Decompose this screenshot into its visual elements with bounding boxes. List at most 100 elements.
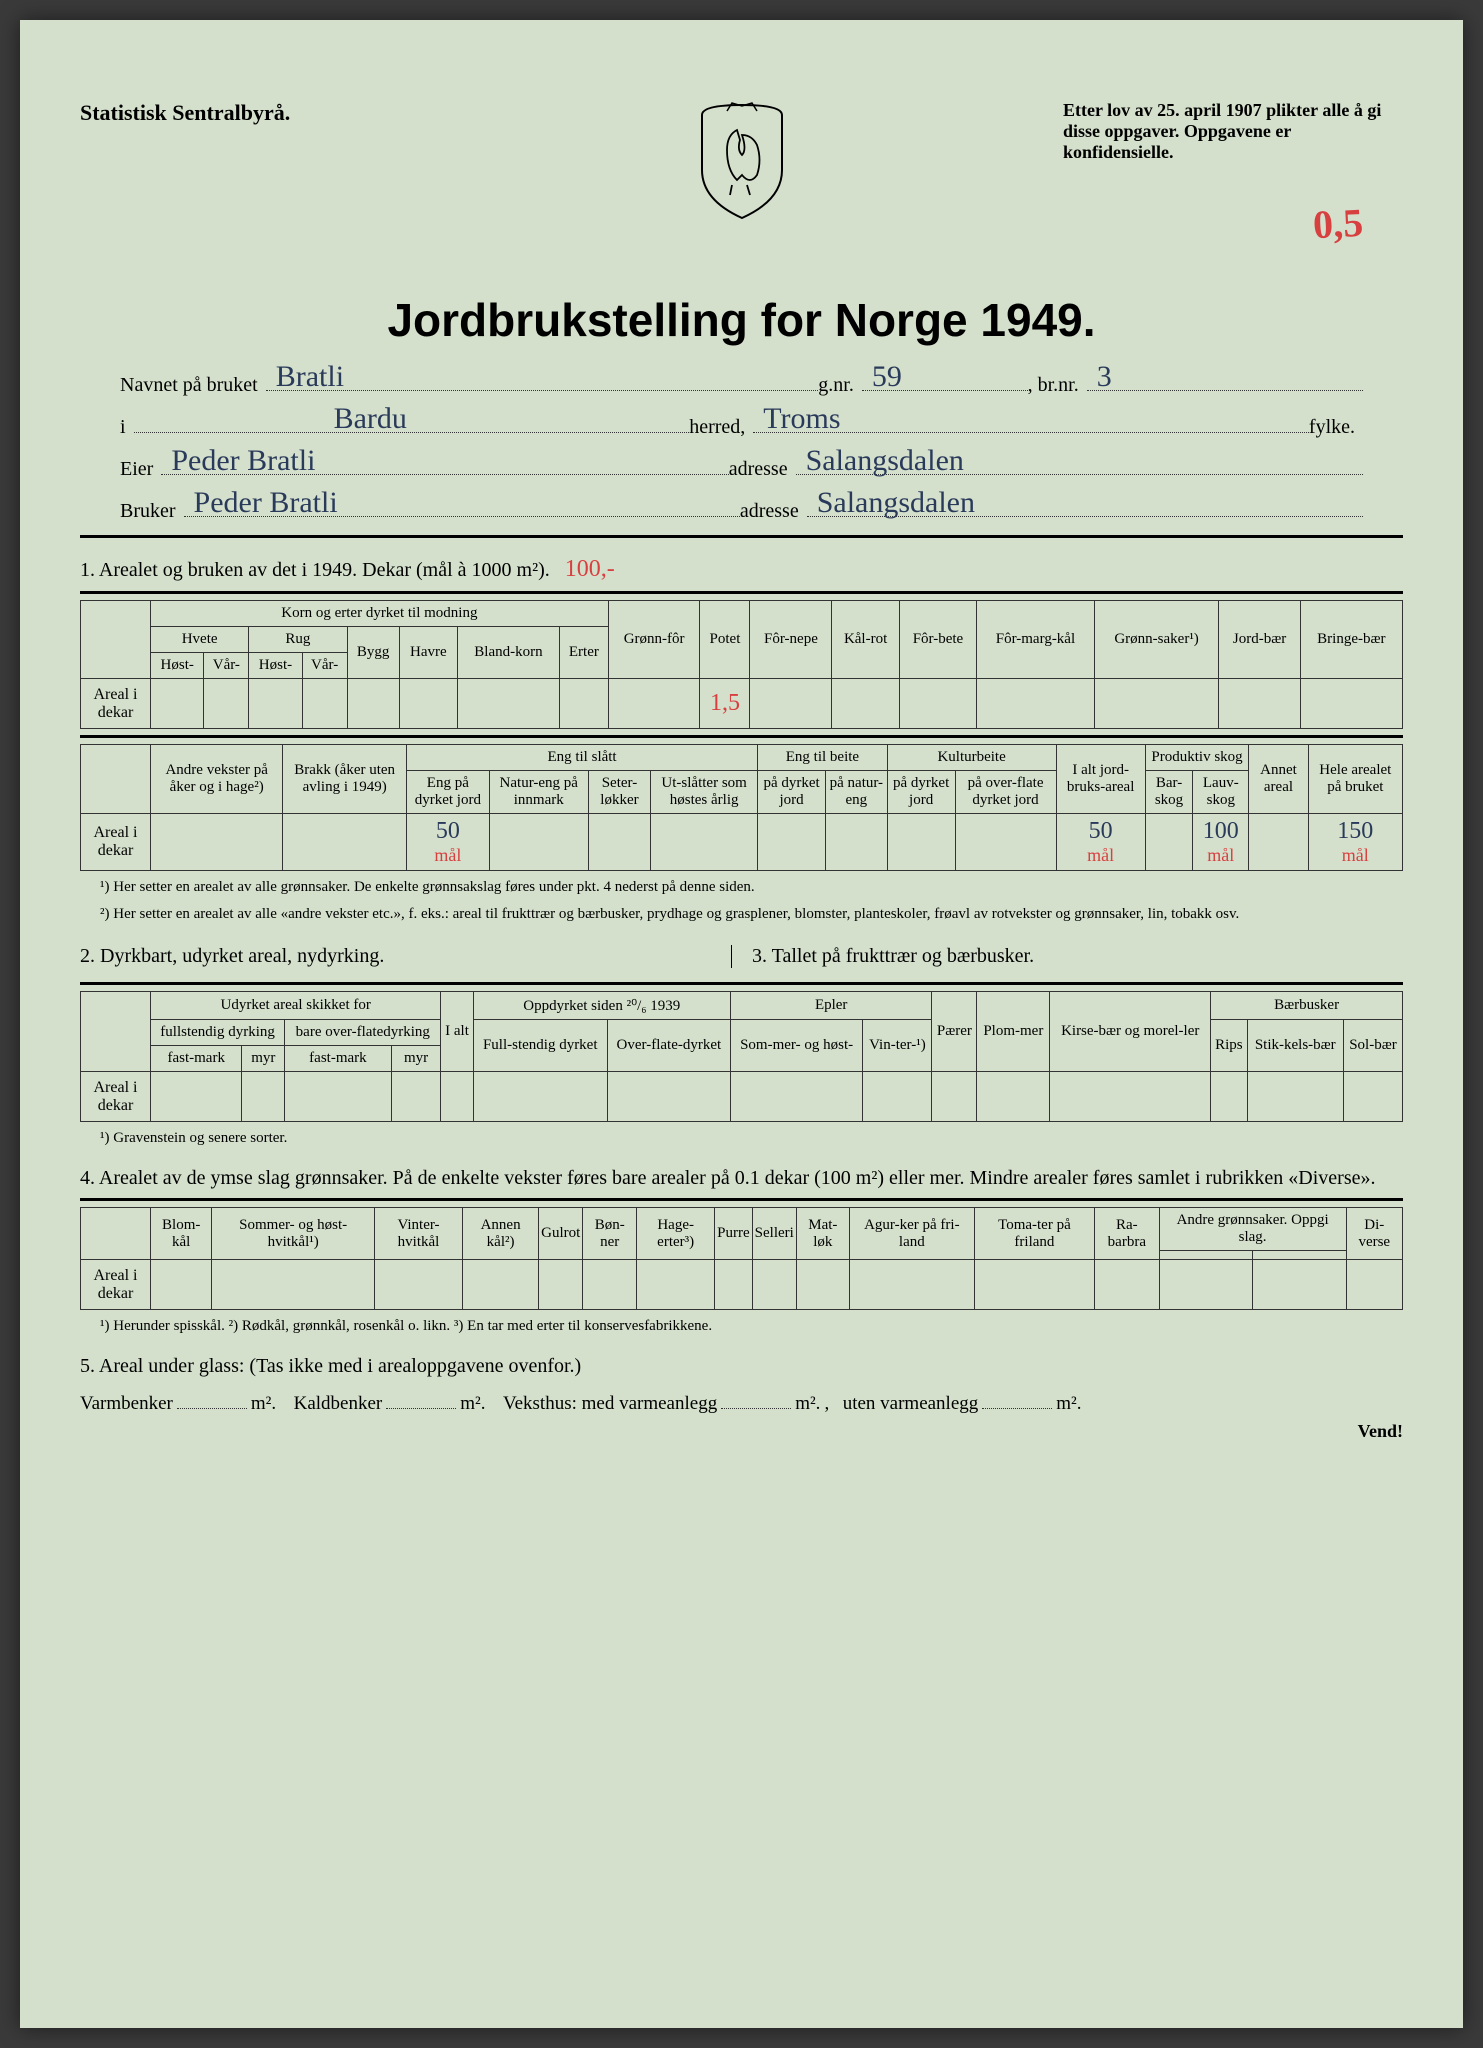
th-erter: Erter [560, 627, 609, 679]
th-seter: Seter-løkker [588, 771, 650, 814]
th-full: Full-stendig dyrket [473, 1020, 607, 1072]
sec4-fn: ¹) Herunder spisskål. ²) Rødkål, grønnkå… [100, 1316, 1403, 1337]
sec1-table1: Korn og erter dyrket til modning Grønn-f… [80, 600, 1403, 729]
row-areal1: Areal i dekar [81, 679, 151, 729]
th-selleri: Selleri [752, 1208, 796, 1260]
label-adresse1: adresse [729, 458, 788, 481]
sec4-table: Blom-kål Sommer- og høst-hvitkål¹) Vinte… [80, 1207, 1403, 1310]
sec1-fn2: ²) Her setter en arealet av alle «andre … [100, 904, 1403, 925]
th-over: Over-flate-dyrket [607, 1020, 730, 1072]
th-annet: Annet areal [1249, 745, 1308, 814]
th-bare: bare over-flatedyrking [285, 1020, 441, 1046]
eng-mal: mål [434, 845, 461, 865]
sec2-sec3-row: 2. Dyrkbart, udyrket areal, nydyrking. 3… [80, 927, 1403, 976]
th-epler: Epler [730, 992, 932, 1020]
th-hageerter: Hage-erter³) [637, 1208, 715, 1260]
th-lauvskog: Lauv-skog [1193, 771, 1249, 814]
potet-value: 1,5 [710, 690, 740, 716]
sec5-kald: Kaldbenker [294, 1393, 383, 1415]
sec1-fn1: ¹) Her setter en arealet av alle grønnsa… [100, 877, 1403, 898]
th-hvete: Hvete [151, 627, 249, 653]
th-stikk: Stik-kels-bær [1247, 1020, 1343, 1072]
sec5-title: 5. Areal under glass: (Tas ikke med i ar… [80, 1355, 1403, 1378]
ialt-mal: mål [1087, 845, 1114, 865]
m2-4: m². [1056, 1393, 1081, 1415]
main-title: Jordbrukstelling for Norge 1949. [80, 293, 1403, 347]
th-formarg: Fôr-marg-kål [977, 601, 1095, 679]
cell-potet: 1,5 [700, 679, 750, 729]
th-natureng: Natur-eng på innmark [489, 771, 588, 814]
th-solbar: Sol-bær [1343, 1020, 1402, 1072]
field-eier: Eier Peder Bratli adresse Salangsdalen [120, 451, 1363, 481]
th-engdyrket: Eng på dyrket jord [406, 771, 489, 814]
th-andre-gronn: Andre grønnsaker. Oppgi slag. [1159, 1208, 1346, 1251]
th-udyrket: Udyrket areal skikket for [151, 992, 441, 1020]
th-myr2: myr [391, 1046, 441, 1072]
th-prodskog: Produktiv skog [1145, 745, 1249, 771]
sec5-varm: Varmbenker [80, 1393, 173, 1415]
field-bruker: Bruker Peder Bratli adresse Salangsdalen [120, 493, 1363, 523]
sec1-title-text: 1. Arealet og bruken av det i 1949. Deka… [80, 559, 550, 581]
label-fylke: fylke. [1309, 416, 1355, 439]
coat-of-arms-icon [692, 100, 792, 220]
th-hvitkal: Sommer- og høst-hvitkål¹) [212, 1208, 375, 1260]
sec5-vekst: Veksthus: med varmeanlegg [503, 1393, 717, 1415]
value-fylke: Troms [763, 402, 840, 436]
label-i: i [120, 416, 126, 439]
sec2-sec3-table: Udyrket areal skikket for I alt Oppdyrke… [80, 991, 1403, 1122]
sec1-table2: Andre vekster på åker og i hage²) Brakk … [80, 744, 1403, 871]
lauv-mal: mål [1207, 845, 1234, 865]
th-fast1: fast-mark [151, 1046, 242, 1072]
th-gulrot: Gulrot [539, 1208, 583, 1260]
sec4-title: 4. Arealet av de ymse slag grønnsaker. P… [80, 1167, 1403, 1190]
value-brnr: 3 [1097, 360, 1112, 394]
th-blomkal: Blom-kål [151, 1208, 212, 1260]
th-oppdyrket: Oppdyrket siden ²⁰/₆ 1939 [473, 992, 730, 1020]
th-kultur: Kulturbeite [887, 745, 1056, 771]
th-bringebar: Bringe-bær [1300, 601, 1402, 679]
th-barskog: Bar-skog [1145, 771, 1192, 814]
sec2-fn: ¹) Gravenstein og senere sorter. [100, 1128, 1403, 1149]
th-engslatt: Eng til slått [406, 745, 757, 771]
th-gronnfor: Grønn-fôr [608, 601, 700, 679]
sec1-red-note: 100,- [565, 556, 615, 582]
sec3-title: 3. Tallet på frukttrær og bærbusker. [731, 945, 1403, 968]
row-areal4: Areal i dekar [81, 1260, 151, 1310]
th-bonner: Bøn-ner [583, 1208, 637, 1260]
th-brakk: Brakk (åker uten avling i 1949) [283, 745, 407, 814]
value-bruker: Peder Bratli [194, 486, 338, 520]
sec2-title: 2. Dyrkbart, udyrket areal, nydyrking. [80, 945, 731, 968]
th-var2: Vår- [302, 653, 347, 679]
th-potet: Potet [700, 601, 750, 679]
vend-label: Vend! [80, 1421, 1403, 1442]
th-plommer: Plom-mer [977, 992, 1050, 1072]
th-diverse: Di-verse [1346, 1208, 1402, 1260]
field-herred: i Bardu herred, Troms fylke. [120, 409, 1363, 439]
label-herred: herred, [689, 416, 745, 439]
row-areal3: Areal i dekar [81, 1072, 151, 1122]
th-kalrot: Kål-rot [832, 601, 899, 679]
th-vinter: Vin-ter-¹) [863, 1020, 932, 1072]
th-grain: Korn og erter dyrket til modning [151, 601, 609, 627]
label-gnr: g.nr. [818, 374, 854, 397]
label-brnr: , br.nr. [1028, 374, 1079, 397]
th-kirse: Kirse-bær og morel-ler [1050, 992, 1211, 1072]
th-var1: Vår- [204, 653, 249, 679]
label-adresse2: adresse [740, 500, 799, 523]
label-eier: Eier [120, 458, 153, 481]
th-beitedyrket: på dyrket jord [758, 771, 826, 814]
th-barbusker: Bærbusker [1211, 992, 1403, 1020]
th-purre: Purre [715, 1208, 753, 1260]
th-agurker: Agur-ker på fri-land [849, 1208, 974, 1260]
th-host1: Høst- [151, 653, 204, 679]
th-beitenatur: på natur-eng [825, 771, 887, 814]
th-jordbar: Jord-bær [1219, 601, 1300, 679]
label-navnet: Navnet på bruket [120, 374, 258, 397]
form-fields: Navnet på bruket Bratli g.nr. 59 , br.nr… [80, 367, 1403, 523]
sec1-title: 1. Arealet og bruken av det i 1949. Deka… [80, 556, 1403, 583]
lauv-value: 100 [1203, 818, 1239, 844]
th-havre: Havre [399, 627, 457, 679]
th-bland: Bland-korn [457, 627, 559, 679]
row-areal2: Areal i dekar [81, 814, 151, 871]
th-gronnsaker: Grønn-saker¹) [1094, 601, 1219, 679]
